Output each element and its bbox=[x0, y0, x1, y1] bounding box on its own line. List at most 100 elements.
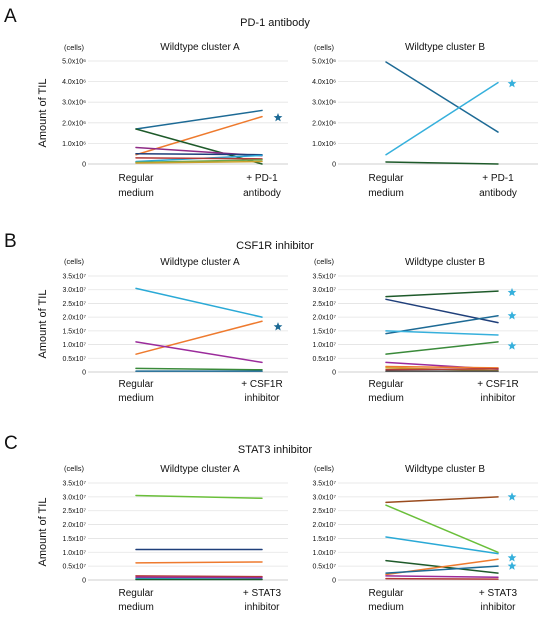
y-tick-label: 0.5x10⁷ bbox=[312, 356, 336, 363]
y-tick-label: 3.5x10⁷ bbox=[62, 481, 86, 488]
y-tick-label: 2.0x10⁷ bbox=[62, 522, 86, 529]
series-line bbox=[385, 504, 499, 554]
y-axis-label: Amount of TIL bbox=[37, 498, 49, 567]
y-tick-label: 3.5x10⁷ bbox=[312, 481, 336, 488]
y-tick-label: 1.0x10⁷ bbox=[62, 550, 86, 557]
x-tick-label: Regular bbox=[118, 173, 154, 184]
y-tick-label: 5.0x10⁶ bbox=[62, 59, 86, 66]
y-tick-label: 0 bbox=[332, 370, 336, 377]
y-tick-label: 1.0x10⁷ bbox=[312, 342, 336, 349]
x-tick-label: Regular bbox=[368, 588, 404, 599]
panel-letter: C bbox=[4, 433, 18, 454]
chart-title: Wildtype cluster B bbox=[405, 257, 485, 268]
y-tick-label: 0 bbox=[82, 370, 86, 377]
chart-title: Wildtype cluster A bbox=[160, 257, 240, 268]
y-tick-label: 2.5x10⁷ bbox=[312, 301, 336, 308]
significance-star-icon bbox=[507, 79, 517, 88]
series-line bbox=[385, 61, 499, 133]
y-tick-label: 0 bbox=[332, 162, 336, 169]
series-line bbox=[385, 496, 499, 504]
series-line bbox=[385, 536, 499, 555]
x-tick-label: + CSF1R bbox=[477, 379, 518, 390]
panel-letter: B bbox=[4, 231, 17, 252]
x-tick-label: Regular bbox=[118, 588, 154, 599]
significance-star-icon bbox=[507, 553, 517, 562]
series-line bbox=[385, 315, 499, 335]
y-tick-label: 0.5x10⁷ bbox=[312, 564, 336, 571]
panel-title: STAT3 inhibitor bbox=[238, 444, 313, 456]
chart-title: Wildtype cluster A bbox=[160, 464, 240, 475]
y-tick-label: 3.0x10⁶ bbox=[312, 100, 336, 107]
y-tick-label: 1.0x10⁷ bbox=[312, 550, 336, 557]
y-tick-label: 3.0x10⁶ bbox=[62, 100, 86, 107]
x-tick-label: medium bbox=[118, 602, 154, 613]
series-line bbox=[135, 159, 263, 164]
y-unit-label: (cells) bbox=[314, 464, 335, 473]
y-unit-label: (cells) bbox=[64, 464, 85, 473]
y-tick-label: 0 bbox=[82, 162, 86, 169]
y-tick-label: 1.0x10⁶ bbox=[62, 141, 86, 148]
y-tick-label: 3.5x10⁷ bbox=[62, 274, 86, 281]
x-tick-label: Regular bbox=[118, 379, 154, 390]
y-tick-label: 0 bbox=[332, 578, 336, 585]
panel-title: PD-1 antibody bbox=[240, 17, 310, 29]
series-line bbox=[385, 577, 499, 580]
x-tick-label: medium bbox=[368, 188, 404, 199]
y-tick-label: 2.5x10⁷ bbox=[62, 301, 86, 308]
x-tick-label: inhibitor bbox=[244, 602, 280, 613]
y-unit-label: (cells) bbox=[64, 43, 85, 52]
series-line bbox=[385, 367, 499, 371]
y-tick-label: 3.0x10⁷ bbox=[62, 494, 86, 501]
series-line bbox=[135, 152, 263, 156]
x-tick-label: + PD-1 bbox=[482, 173, 514, 184]
y-tick-label: 1.5x10⁷ bbox=[62, 536, 86, 543]
y-axis-label: Amount of TIL bbox=[37, 79, 49, 148]
series-line bbox=[135, 494, 263, 499]
x-tick-label: + STAT3 bbox=[479, 588, 518, 599]
x-tick-label: Regular bbox=[368, 173, 404, 184]
series-line bbox=[385, 365, 499, 369]
y-tick-label: 5.0x10⁶ bbox=[312, 59, 336, 66]
x-tick-label: medium bbox=[368, 602, 404, 613]
y-tick-label: 1.0x10⁷ bbox=[62, 342, 86, 349]
y-unit-label: (cells) bbox=[314, 257, 335, 266]
x-tick-label: medium bbox=[368, 393, 404, 404]
y-tick-label: 2.0x10⁶ bbox=[312, 120, 336, 127]
x-tick-label: + PD-1 bbox=[246, 173, 278, 184]
series-line bbox=[135, 341, 263, 364]
series-line bbox=[385, 81, 499, 156]
x-tick-label: medium bbox=[118, 188, 154, 199]
series-line bbox=[135, 157, 263, 160]
y-unit-label: (cells) bbox=[64, 257, 85, 266]
x-tick-label: Regular bbox=[368, 379, 404, 390]
x-tick-label: inhibitor bbox=[480, 393, 516, 404]
significance-star-icon bbox=[507, 561, 517, 570]
y-tick-label: 2.0x10⁶ bbox=[62, 120, 86, 127]
significance-star-icon bbox=[273, 113, 283, 122]
series-line bbox=[385, 290, 499, 298]
series-line bbox=[385, 565, 499, 574]
y-tick-label: 2.0x10⁷ bbox=[312, 522, 336, 529]
panel-title: CSF1R inhibitor bbox=[236, 240, 314, 252]
series-line bbox=[385, 330, 499, 336]
series-line bbox=[135, 320, 263, 355]
y-tick-label: 2.5x10⁷ bbox=[62, 508, 86, 515]
x-tick-label: + CSF1R bbox=[241, 379, 282, 390]
significance-star-icon bbox=[507, 287, 517, 297]
y-tick-label: 3.0x10⁷ bbox=[62, 287, 86, 294]
y-unit-label: (cells) bbox=[314, 43, 335, 52]
y-tick-label: 2.0x10⁷ bbox=[312, 315, 336, 322]
y-tick-label: 0.5x10⁷ bbox=[62, 564, 86, 571]
series-line bbox=[135, 561, 263, 564]
series-line bbox=[135, 575, 263, 578]
y-tick-label: 2.0x10⁷ bbox=[62, 315, 86, 322]
y-tick-label: 3.0x10⁷ bbox=[312, 494, 336, 501]
series-line bbox=[385, 575, 499, 578]
series-line bbox=[385, 341, 499, 355]
significance-star-icon bbox=[507, 341, 517, 350]
x-tick-label: antibody bbox=[479, 188, 517, 199]
x-tick-label: inhibitor bbox=[244, 393, 280, 404]
chart-title: Wildtype cluster B bbox=[405, 464, 485, 475]
x-tick-label: medium bbox=[118, 393, 154, 404]
